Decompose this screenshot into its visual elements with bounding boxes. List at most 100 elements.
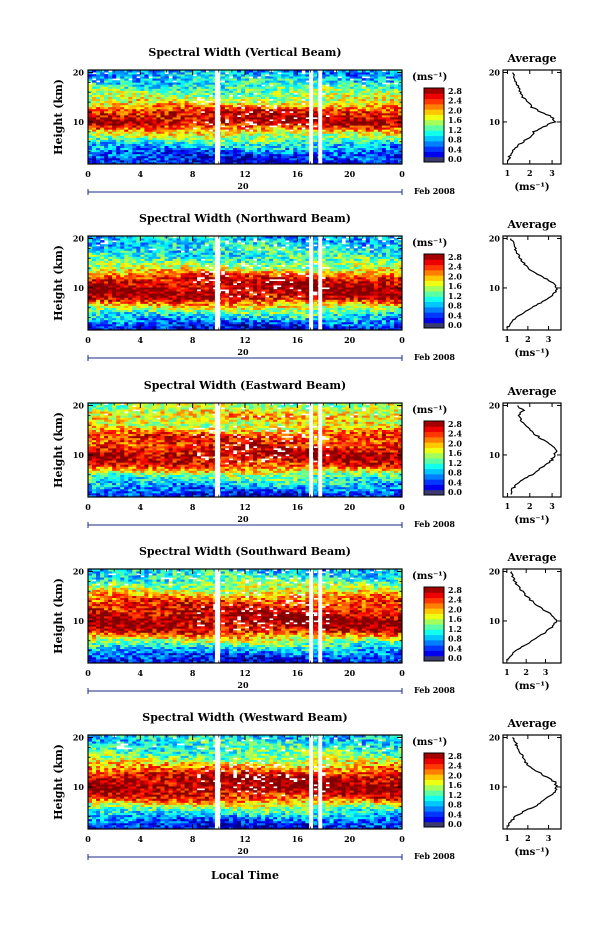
x-tick-label: 8 [190,169,196,179]
heatmap-cell [293,119,297,121]
x-tick-label: 20 [344,169,356,179]
colorbar-segment [424,99,444,105]
heatmap-cell [301,101,305,103]
heatmap-cell [164,74,168,76]
x-tick-label: 16 [292,169,304,179]
heatmap-cell [201,105,205,107]
heatmap-cell [326,117,330,119]
heatmap-cell [301,74,305,76]
heatmap-cell [193,103,197,105]
colorbar-tick-label: 2.4 [448,96,462,106]
heatmap-cell [96,82,100,84]
heatmap-cell [281,113,285,115]
colorbar-unit: (ms⁻¹) [412,72,447,83]
x-tick-label: 12 [239,169,250,179]
heatmap-cell [193,123,197,125]
y-tick-label: 20 [73,67,85,77]
heatmap-cell [221,127,225,129]
colorbar-tick-label: 0.8 [448,135,462,145]
heatmap-cell [225,131,229,133]
heatmap-cell [313,127,317,129]
heatmap-cell [394,84,398,86]
heatmap-cell [209,103,213,105]
heatmap-cell [386,80,390,82]
heatmap-cell [269,101,273,103]
heatmap-cell [225,74,229,76]
heatmap-cell [205,123,209,125]
heatmap-cell [249,293,253,295]
heatmap-cell [237,107,241,109]
colorbar-segment [424,93,444,99]
heatmap-cell [257,103,261,105]
heatmap-cells [88,236,402,330]
heatmap-cell [245,129,249,131]
heatmap-cell [285,125,289,127]
heatmap-cell [209,97,213,99]
heatmap-cell [366,78,370,80]
heatmap-cell [289,131,293,133]
heatmap-cell [193,129,197,131]
heatmap-cell [277,125,281,127]
heatmap-cell [108,72,112,74]
heatmap-cell [334,72,338,74]
heatmap-cell [297,125,301,127]
heatmap-cell [289,113,293,115]
heatmap-cell [201,101,205,103]
colorbar-tick-label: 2.0 [448,105,462,115]
heatmap-cell [241,103,245,105]
heatmap-cell [265,76,269,78]
heatmap-cell [193,76,197,78]
colorbar-tick-label: 0.4 [448,144,462,154]
heatmap-cell [197,101,201,103]
heatmap-cell [362,78,366,80]
colorbar-segment [424,88,444,94]
heatmap-cell [326,86,330,88]
average-line [508,73,556,162]
y-axis-label: Height (km) [52,79,65,155]
heatmap-cell [301,129,305,131]
panel-title: Spectral Width (Northward Beam) [139,212,351,225]
heatmap-cell [205,103,209,105]
heatmap-cell [116,80,120,82]
colorbar-segment [424,130,444,136]
heatmap-cell [281,121,285,123]
heatmap-cell [209,131,213,133]
average-title: Average [506,52,556,65]
heatmap-cell [241,127,245,129]
heatmap-cell [237,117,241,119]
x-tick-label: 0 [399,169,405,179]
heatmap-cell [265,297,269,299]
heatmap-cell [253,295,257,297]
panel-title: Spectral Width (Vertical Beam) [148,46,341,59]
heatmap-cell [253,125,257,127]
heatmap-cell [245,123,249,125]
colorbar-tick-label: 0.0 [448,154,462,164]
y-tick-label: 10 [73,117,85,127]
heatmap-cell [273,127,277,129]
colorbar-segment [424,104,444,110]
heatmap-cell [350,80,354,82]
panel-1: Spectral Width (Vertical Beam) 10 20 Height… [52,46,561,196]
heatmap-cell [273,109,277,111]
heatmap-cell [253,95,257,97]
colorbar-segment [424,114,444,120]
colorbar-segment [424,151,444,157]
heatmap-cell [277,74,281,76]
heatmap-cells [88,70,402,164]
colorbar-segment [424,141,444,147]
colorbar-tick-label: 1.6 [448,115,462,125]
heatmap-cell [382,72,386,74]
heatmap-cell [229,78,233,80]
heatmap-cell [92,74,96,76]
x-tick-label: 4 [138,169,144,179]
heatmap-cell [225,123,229,125]
heatmap-cell [269,86,273,88]
colorbar-segment [424,136,444,142]
heatmap-cell [301,105,305,107]
heatmap-cell [249,125,253,127]
heatmap-cell [92,80,96,82]
heatmap-cell [269,121,273,123]
heatmap-cell [241,109,245,111]
heatmap-cell [293,95,297,97]
